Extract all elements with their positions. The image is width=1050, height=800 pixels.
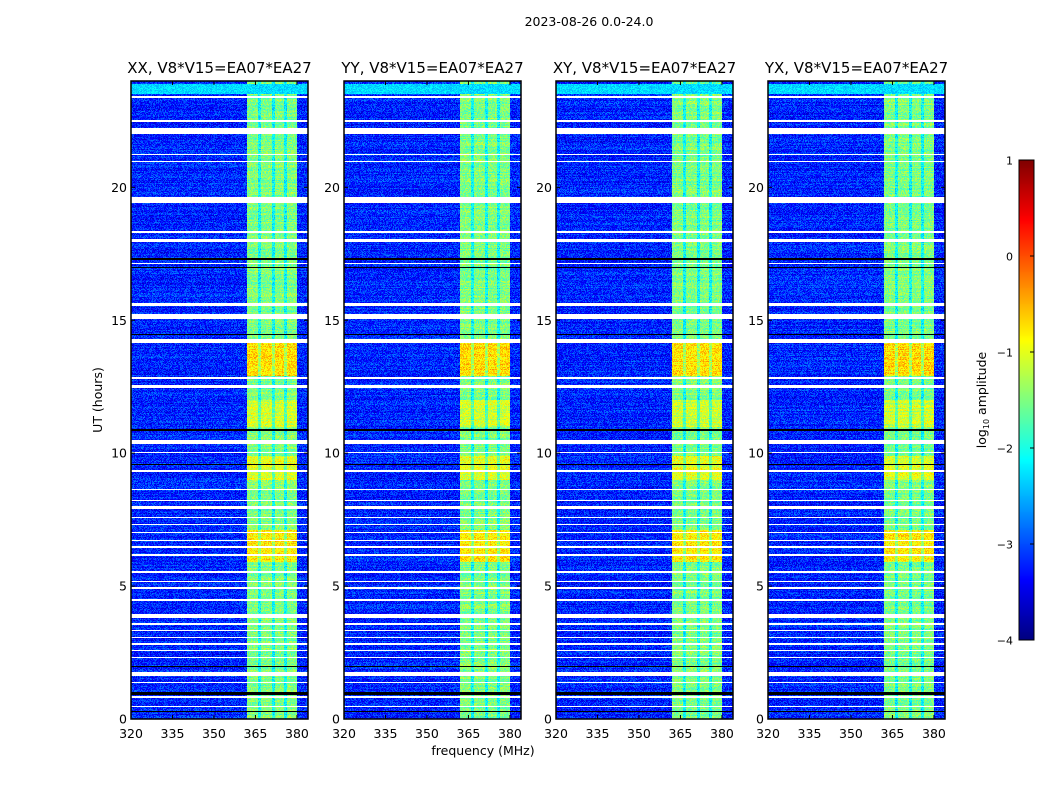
y-tick-label: 0 bbox=[544, 712, 552, 727]
y-tick-label: 15 bbox=[748, 313, 764, 328]
colorbar-label-log: log bbox=[974, 429, 989, 448]
y-tick-label: 20 bbox=[536, 180, 552, 195]
x-tick-label: 365 bbox=[881, 726, 905, 741]
colorbar-label-suffix: amplitude bbox=[974, 351, 989, 418]
colorbar-tick-label: −2 bbox=[997, 443, 1013, 456]
x-tick-label: 350 bbox=[839, 726, 863, 741]
panel-frame bbox=[343, 80, 522, 720]
x-tick-label: 365 bbox=[244, 726, 268, 741]
x-tick-label: 365 bbox=[669, 726, 693, 741]
y-tick-label: 0 bbox=[332, 712, 340, 727]
y-tick-label: 15 bbox=[111, 313, 127, 328]
x-tick-label: 335 bbox=[161, 726, 185, 741]
y-tick-label: 10 bbox=[536, 446, 552, 461]
y-tick-label: 20 bbox=[748, 180, 764, 195]
panel-frame bbox=[130, 80, 309, 720]
x-tick-label: 350 bbox=[415, 726, 439, 741]
y-tick-label: 15 bbox=[324, 313, 340, 328]
y-tick-label: 10 bbox=[324, 446, 340, 461]
x-tick-label: 335 bbox=[586, 726, 610, 741]
heatmap-xx bbox=[131, 81, 308, 719]
panel-title: YY, V8*V15=EA07*EA27 bbox=[340, 59, 523, 77]
colorbar-frame bbox=[1018, 159, 1035, 641]
x-tick-label: 380 bbox=[498, 726, 522, 741]
panel-frame bbox=[555, 80, 734, 720]
x-tick-label: 365 bbox=[457, 726, 481, 741]
x-tick-label: 335 bbox=[798, 726, 822, 741]
figure-suptitle: 2023-08-26 0.0-24.0 bbox=[525, 14, 654, 29]
x-tick-label: 320 bbox=[756, 726, 780, 741]
panel-title: XX, V8*V15=EA07*EA27 bbox=[127, 59, 311, 77]
x-tick-label: 320 bbox=[332, 726, 356, 741]
colorbar-label-sub: 10 bbox=[982, 419, 991, 429]
y-tick-label: 0 bbox=[119, 712, 127, 727]
x-tick-label: 380 bbox=[922, 726, 946, 741]
heatmap-xy bbox=[556, 81, 733, 719]
heatmap-yx bbox=[768, 81, 945, 719]
y-tick-label: 10 bbox=[111, 446, 127, 461]
y-axis-label: UT (hours) bbox=[90, 367, 105, 433]
y-tick-label: 0 bbox=[756, 712, 764, 727]
y-tick-label: 10 bbox=[748, 446, 764, 461]
colorbar bbox=[1019, 160, 1034, 640]
x-tick-label: 380 bbox=[285, 726, 309, 741]
colorbar-tick-label: −1 bbox=[997, 347, 1013, 360]
y-tick-label: 15 bbox=[536, 313, 552, 328]
x-tick-label: 320 bbox=[544, 726, 568, 741]
x-tick-label: 380 bbox=[710, 726, 734, 741]
panel-title: XY, V8*V15=EA07*EA27 bbox=[553, 59, 736, 77]
y-tick-label: 5 bbox=[332, 579, 340, 594]
x-tick-label: 350 bbox=[202, 726, 226, 741]
colorbar-tick-label: −3 bbox=[997, 539, 1013, 552]
x-tick-label: 335 bbox=[374, 726, 398, 741]
colorbar-tick-label: 1 bbox=[1006, 155, 1013, 168]
y-tick-label: 20 bbox=[324, 180, 340, 195]
colorbar-tick-label: −4 bbox=[997, 635, 1013, 648]
x-axis-label: frequency (MHz) bbox=[431, 743, 534, 758]
panel-frame bbox=[767, 80, 946, 720]
y-tick-label: 5 bbox=[544, 579, 552, 594]
panel-title: YX, V8*V15=EA07*EA27 bbox=[764, 59, 948, 77]
heatmap-yy bbox=[344, 81, 521, 719]
colorbar-label: log10 amplitude bbox=[974, 351, 991, 448]
y-tick-label: 5 bbox=[119, 579, 127, 594]
y-tick-label: 5 bbox=[756, 579, 764, 594]
colorbar-tick-label: 0 bbox=[1006, 251, 1013, 264]
y-tick-label: 20 bbox=[111, 180, 127, 195]
x-tick-label: 320 bbox=[119, 726, 143, 741]
x-tick-label: 350 bbox=[627, 726, 651, 741]
